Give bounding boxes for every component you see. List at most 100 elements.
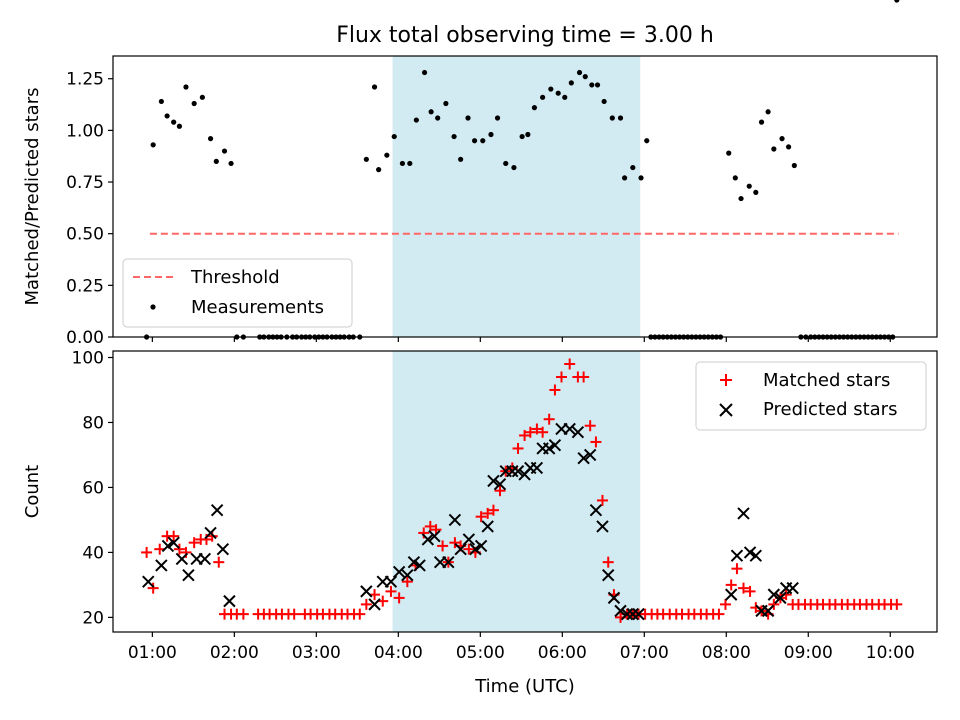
predicted-point: [724, 588, 738, 601]
measurement-point: [494, 115, 501, 121]
predicted-point: [511, 464, 525, 478]
matched-point: [549, 384, 561, 396]
measurement-point: [779, 136, 785, 142]
count-y-label: Count: [22, 465, 43, 518]
matched-point: [531, 423, 543, 435]
matched-point: [713, 608, 725, 620]
x-tick-label: 03:00: [292, 643, 341, 663]
matched-point: [188, 537, 200, 549]
measurement-point: [488, 131, 494, 138]
measurement-point: [732, 175, 738, 181]
y-tick-label: 0.25: [66, 276, 104, 296]
matched-point: [401, 576, 413, 588]
measurement-point: [421, 69, 428, 76]
matched-point: [449, 537, 461, 549]
predicted-point: [506, 464, 519, 478]
matched-point: [602, 556, 614, 568]
measurement-point: [519, 133, 525, 140]
predicted-point: [216, 542, 230, 556]
matched-point: [385, 585, 397, 597]
x-tick-label: 05:00: [456, 643, 505, 663]
predicted-point: [774, 591, 787, 605]
matched-point: [584, 420, 596, 432]
predicted-point: [360, 585, 373, 598]
y-tick-label: 1.25: [66, 70, 104, 90]
matched-point: [744, 585, 756, 597]
measurement-point: [207, 136, 214, 142]
measurement-point: [540, 94, 546, 100]
observing-window-span: [392, 56, 641, 337]
measurement-point: [609, 115, 615, 121]
chart-title: Flux total observing time = 3.00 h: [336, 23, 714, 48]
measurement-point: [753, 189, 759, 195]
predicted-point: [530, 461, 544, 475]
y-tick-label: 0.00: [66, 328, 104, 348]
predicted-point: [786, 581, 799, 595]
measurement-point: [758, 119, 765, 125]
measurement-point: [451, 133, 457, 140]
y-tick-label: 40: [82, 543, 104, 563]
x-tick-label: 04:00: [374, 643, 423, 663]
y-tick-label: 0.50: [66, 225, 104, 245]
measurement-point: [765, 109, 771, 115]
threshold-legend-label: Threshold: [190, 267, 280, 288]
matched-point: [564, 358, 576, 370]
observing-window-span: [392, 351, 641, 632]
matched-point: [237, 608, 249, 620]
measurements-legend-swatch: [150, 304, 156, 310]
measurement-point: [443, 100, 449, 107]
matched-legend-label: Matched stars: [763, 370, 890, 391]
predicted-point: [481, 520, 494, 533]
predicted-point: [761, 604, 775, 618]
measurement-point: [562, 94, 568, 100]
predicted-point: [626, 607, 640, 621]
predicted-point: [602, 568, 615, 582]
predicted-point: [632, 607, 645, 621]
measurement-point: [582, 74, 588, 80]
matched-point: [578, 371, 590, 383]
predicted-point: [743, 546, 757, 559]
measurement-point: [503, 160, 509, 167]
matched-point: [524, 426, 536, 438]
measurement-point: [771, 146, 777, 152]
predicted-point: [548, 439, 562, 452]
y-tick-label: 20: [82, 608, 104, 628]
measurement-point: [183, 84, 189, 90]
predicted-point: [368, 598, 381, 611]
matched-point: [393, 592, 405, 604]
matched-point: [731, 563, 743, 575]
matched-point: [168, 530, 180, 542]
x-tick-label: 09:00: [784, 643, 833, 663]
predicted-point: [571, 426, 585, 439]
predicted-point: [589, 503, 603, 517]
measurement-point: [158, 98, 164, 105]
predicted-point: [442, 555, 455, 569]
measurement-point: [480, 138, 486, 144]
measurement-point: [638, 175, 644, 181]
x-tick-label: 08:00: [702, 643, 751, 663]
measurement-point: [228, 160, 234, 167]
predicted-point: [204, 526, 217, 540]
predicted-point: [487, 474, 500, 488]
predicted-point: [469, 542, 482, 556]
measurement-point: [384, 152, 390, 158]
y-tick-label: 80: [82, 413, 104, 433]
predicted-point: [542, 442, 556, 455]
y-tick-label: 1.00: [66, 121, 104, 141]
predicted-stars-series: [142, 422, 799, 621]
measurement-point: [471, 138, 478, 144]
matched-point: [141, 546, 153, 558]
measurement-point: [213, 158, 219, 164]
measurement-point: [644, 138, 650, 144]
measurement-point: [371, 84, 378, 90]
measurement-point: [785, 144, 792, 150]
predicted-point: [407, 555, 421, 569]
matched-point: [719, 598, 731, 610]
matched-legend-swatch: [720, 374, 732, 386]
matched-point: [463, 543, 475, 555]
predicted-point: [175, 552, 189, 566]
x-tick-label: 01:00: [128, 643, 177, 663]
matched-point: [213, 556, 225, 568]
predicted-point: [620, 607, 634, 621]
matched-point: [519, 429, 531, 441]
